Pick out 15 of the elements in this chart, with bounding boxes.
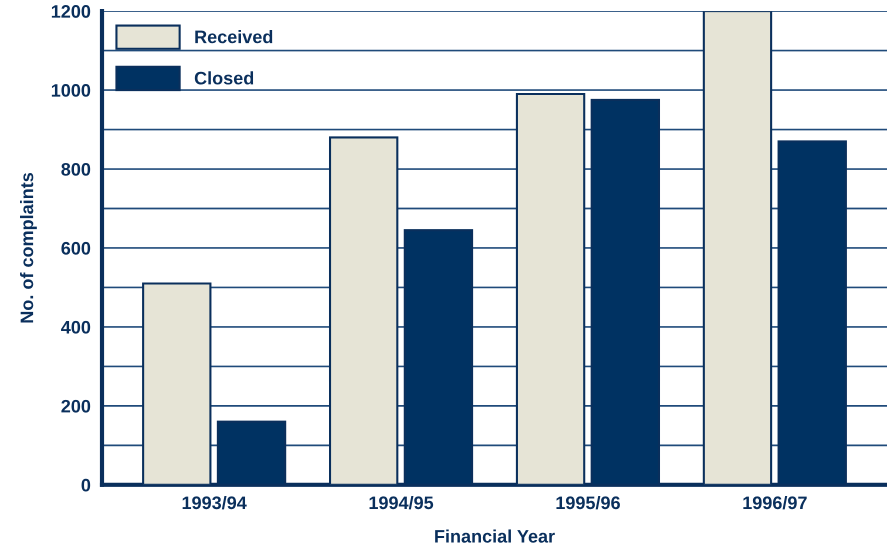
legend-label: Received (195, 30, 272, 44)
y-axis-title: No. of complaints (20, 172, 37, 322)
x-axis-title: Financial Year (435, 529, 555, 543)
y-tick-label: 1200 (52, 5, 90, 18)
y-tick-label: 0 (82, 478, 90, 492)
y-tick-label: 600 (61, 242, 90, 255)
y-tick-label: 800 (61, 162, 90, 176)
y-tick-label: 200 (61, 400, 90, 413)
x-tick-label: 1994/95 (370, 496, 434, 510)
legend-label: Closed (194, 71, 254, 85)
x-tick-label: 1996/97 (743, 496, 807, 510)
x-tick-label: 1995/96 (556, 496, 620, 510)
y-tick-label: 1000 (52, 84, 90, 97)
y-tick-label: 400 (61, 320, 90, 334)
x-tick-label: 1993/94 (182, 496, 247, 510)
